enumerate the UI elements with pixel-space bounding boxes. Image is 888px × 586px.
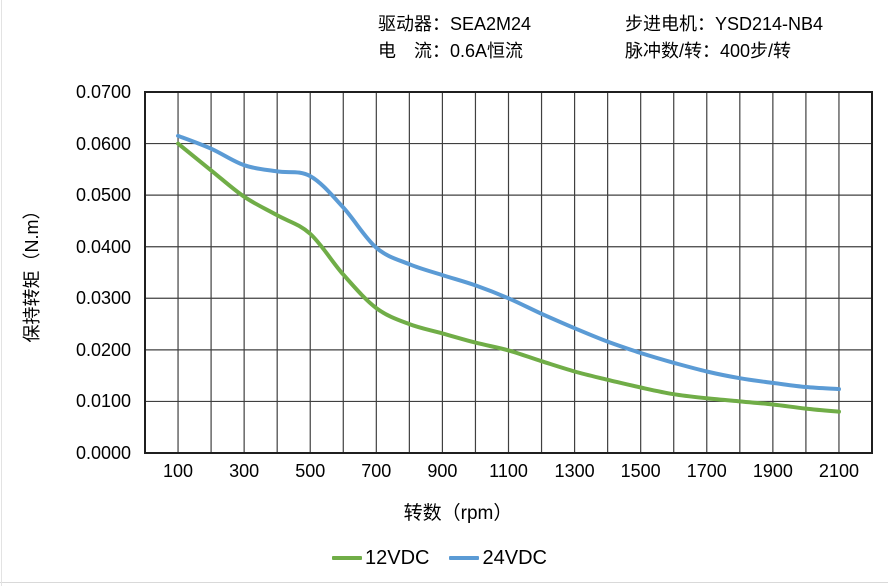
- x-tick-label: 900: [427, 461, 458, 481]
- window-edge-bottom: [0, 582, 888, 583]
- legend-label: 24VDC: [482, 547, 547, 569]
- x-tick-label: 1300: [554, 461, 595, 481]
- y-tick-label: 0.0100: [75, 391, 131, 412]
- x-axis-title: 转数（rpm）: [403, 503, 513, 524]
- pulses-info: 脉冲数/转：400步/转: [625, 41, 792, 61]
- x-tick-label: 1100: [489, 461, 528, 481]
- x-tick-label: 1500: [620, 461, 661, 481]
- x-tick-label: 300: [229, 461, 260, 481]
- plot-border: [144, 91, 873, 454]
- x-tick-label: 2100: [818, 461, 859, 481]
- window-edge-left: [1, 0, 2, 586]
- legend-swatch-24vdc: [449, 556, 480, 560]
- y-tick-label: 0.0600: [75, 133, 131, 154]
- y-tick-label: 0.0400: [75, 236, 131, 257]
- curve-12vdc: [176, 141, 841, 414]
- y-tick-label: 0.0500: [75, 185, 131, 206]
- legend-item-12vdc: 12VDC: [332, 546, 429, 570]
- legend-label: 12VDC: [365, 547, 430, 569]
- x-tick-label: 500: [295, 461, 326, 481]
- legend: 12VDC 24VDC: [332, 546, 547, 570]
- motor-info: 步进电机：YSD214-NB4: [625, 14, 824, 34]
- legend-item-24vdc: 24VDC: [449, 546, 547, 570]
- y-tick-label: 0.0700: [75, 82, 131, 102]
- y-axis-title: 保持转矩（N.m）: [22, 201, 42, 343]
- x-tick-label: 1900: [752, 461, 793, 481]
- driver-info: 驱动器：SEA2M24: [378, 14, 532, 34]
- legend-swatch-12vdc: [332, 556, 362, 560]
- x-tick-label: 1700: [686, 461, 727, 481]
- curve-24vdc: [176, 133, 841, 392]
- current-info: 电 流：0.6A恒流: [378, 41, 524, 61]
- y-tick-label: 0.0200: [75, 339, 131, 360]
- holding-torque-plot: [144, 91, 873, 454]
- x-tick-label: 100: [163, 461, 194, 481]
- x-tick-label: 700: [361, 461, 392, 481]
- y-tick-label: 0.0300: [75, 288, 131, 309]
- y-tick-label: 0.0000: [75, 443, 131, 463]
